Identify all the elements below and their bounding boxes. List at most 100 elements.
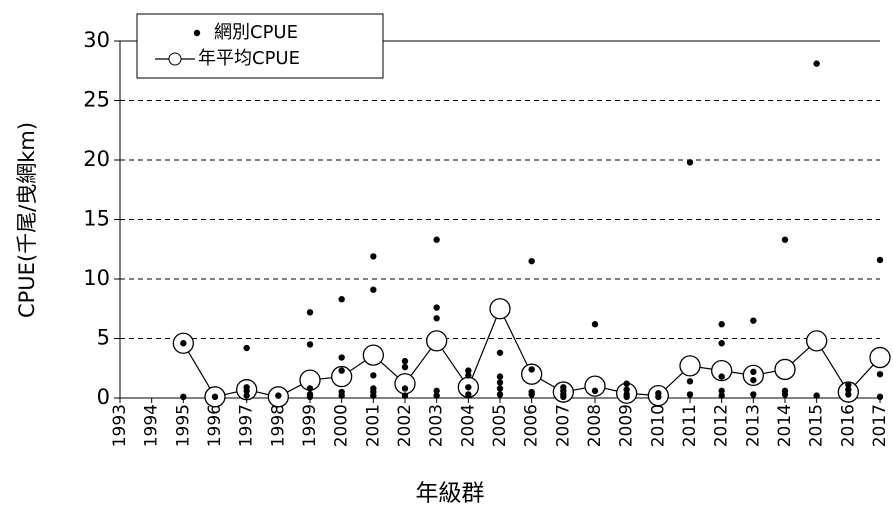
data-point: [496, 385, 504, 392]
x-tick-label: 2014: [775, 404, 795, 447]
data-point: [560, 393, 567, 401]
y-tick-label: 15: [83, 207, 110, 231]
data-point: [275, 392, 282, 399]
data-point: [750, 376, 757, 384]
data-point: [623, 380, 630, 387]
data-point: [338, 354, 345, 361]
x-tick-label: 2010: [648, 404, 668, 447]
data-point: [781, 236, 789, 243]
x-tick-label: 2007: [553, 404, 573, 447]
data-point: [876, 256, 884, 264]
mean-point: [869, 346, 891, 369]
data-point: [306, 393, 314, 401]
x-tick-label: 2006: [522, 404, 542, 447]
data-point: [465, 384, 472, 391]
data-point: [243, 392, 250, 399]
x-tick-label: 1997: [237, 404, 257, 447]
x-tick-label: 2011: [680, 404, 700, 447]
mean-point: [742, 364, 764, 387]
data-point: [243, 387, 250, 395]
data-point: [591, 321, 599, 328]
y-tick-label: 20: [83, 147, 110, 171]
data-point: [655, 393, 662, 401]
data-point: [370, 286, 377, 293]
y-tick-label: 0: [97, 385, 110, 409]
data-point: [465, 367, 472, 374]
data-point: [845, 386, 852, 393]
data-point: [433, 236, 440, 243]
data-point: [718, 340, 725, 347]
data-point: [496, 379, 504, 386]
x-tick-label: 1995: [173, 404, 193, 447]
data-point: [433, 392, 440, 399]
data-point: [338, 367, 345, 374]
mean-point: [521, 363, 543, 385]
y-axis-title: CPUE(千尾/曳網km): [15, 122, 39, 318]
x-tick-label: 1994: [142, 404, 162, 447]
data-point: [813, 60, 820, 67]
y-tick-label: 30: [83, 28, 110, 52]
data-point: [433, 387, 440, 395]
data-point: [401, 363, 409, 371]
x-tick-label: 2016: [838, 404, 858, 447]
data-point: [528, 257, 535, 265]
data-point: [496, 373, 504, 380]
data-point: [528, 366, 535, 373]
mean-point: [584, 375, 606, 397]
x-tick-label: 2009: [617, 404, 637, 447]
data-point: [180, 393, 187, 401]
data-point: [813, 392, 820, 399]
x-tick-label: 2017: [870, 404, 890, 447]
data-point: [370, 372, 377, 379]
y-tick-label: 5: [97, 326, 110, 350]
x-tick-label: 1999: [300, 404, 320, 447]
x-tick-label: 2000: [332, 404, 352, 447]
data-point: [243, 344, 250, 352]
y-tick-label: 25: [83, 88, 110, 112]
data-point: [876, 393, 884, 401]
data-point: [623, 386, 630, 393]
data-point: [401, 392, 409, 399]
y-tick-label: 10: [83, 266, 110, 290]
data-point: [465, 372, 472, 379]
x-tick-label: 2015: [807, 404, 827, 447]
data-point: [465, 391, 472, 398]
x-axis-title: 年級群: [416, 481, 485, 507]
data-point: [433, 315, 440, 322]
x-tick-label: 1993: [110, 404, 130, 447]
data-point: [180, 340, 187, 347]
data-point: [686, 391, 694, 398]
data-point: [686, 378, 694, 385]
mean-point: [806, 330, 828, 352]
data-point: [686, 159, 694, 166]
data-point: [845, 391, 852, 398]
data-point: [750, 317, 757, 324]
mean-point: [711, 359, 733, 382]
x-tick-label: 2001: [363, 404, 383, 447]
data-point: [718, 321, 725, 328]
data-point: [338, 296, 345, 303]
data-point: [496, 391, 504, 398]
x-tick-label: 2003: [427, 404, 447, 447]
data-point: [433, 304, 440, 311]
data-point: [781, 391, 789, 398]
data-point: [876, 371, 884, 378]
data-point: [338, 392, 345, 399]
data-point: [401, 385, 409, 392]
x-tick-label: 2012: [712, 404, 732, 447]
x-tick-label: 2013: [743, 404, 763, 447]
data-point: [845, 381, 852, 389]
x-tick-label: 1998: [268, 404, 288, 447]
mean-point: [489, 298, 511, 320]
data-point: [591, 387, 599, 395]
x-tick-label: 1996: [205, 404, 225, 447]
mean-point: [426, 330, 448, 352]
data-point: [370, 392, 377, 399]
legend-box: [136, 13, 384, 79]
x-tick-label: 2005: [490, 404, 510, 447]
data-point: [528, 391, 535, 398]
data-point: [496, 349, 504, 356]
data-point: [306, 309, 314, 316]
data-point: [211, 393, 219, 401]
